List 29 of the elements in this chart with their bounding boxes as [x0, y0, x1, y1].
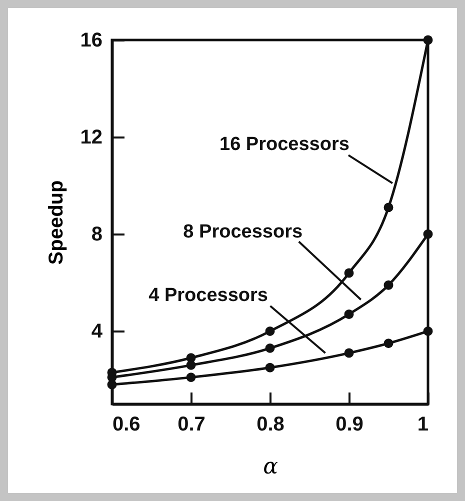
- annotation: 8 Processors: [183, 222, 303, 243]
- point: [344, 348, 354, 358]
- point: [423, 35, 433, 45]
- x-tick-label: 0.6: [112, 414, 140, 436]
- x-tick-label: 0.7: [178, 414, 206, 436]
- y-tick-label: 16: [80, 30, 102, 52]
- point: [344, 309, 354, 319]
- point: [384, 338, 394, 348]
- x-axis-title: α: [263, 454, 278, 480]
- point: [186, 372, 196, 382]
- point: [107, 380, 117, 390]
- x-tick-label: 0.9: [336, 414, 364, 436]
- point: [384, 202, 394, 212]
- point: [265, 326, 275, 336]
- annotation: 16 Processors: [219, 134, 350, 156]
- x-tick-label: 0.8: [256, 414, 284, 436]
- x-tick-label: 1: [417, 414, 428, 436]
- y-tick-label: 12: [80, 126, 102, 149]
- annotation: 4 Processors: [148, 285, 268, 306]
- y-tick-label: 8: [91, 224, 102, 246]
- y-axis-title: Speedup: [45, 180, 68, 265]
- point: [384, 280, 394, 290]
- point: [265, 343, 275, 353]
- point: [265, 362, 275, 372]
- point: [423, 326, 433, 336]
- point: [423, 229, 433, 239]
- y-tick-label: 4: [91, 320, 104, 343]
- point: [344, 268, 354, 278]
- point: [186, 360, 196, 370]
